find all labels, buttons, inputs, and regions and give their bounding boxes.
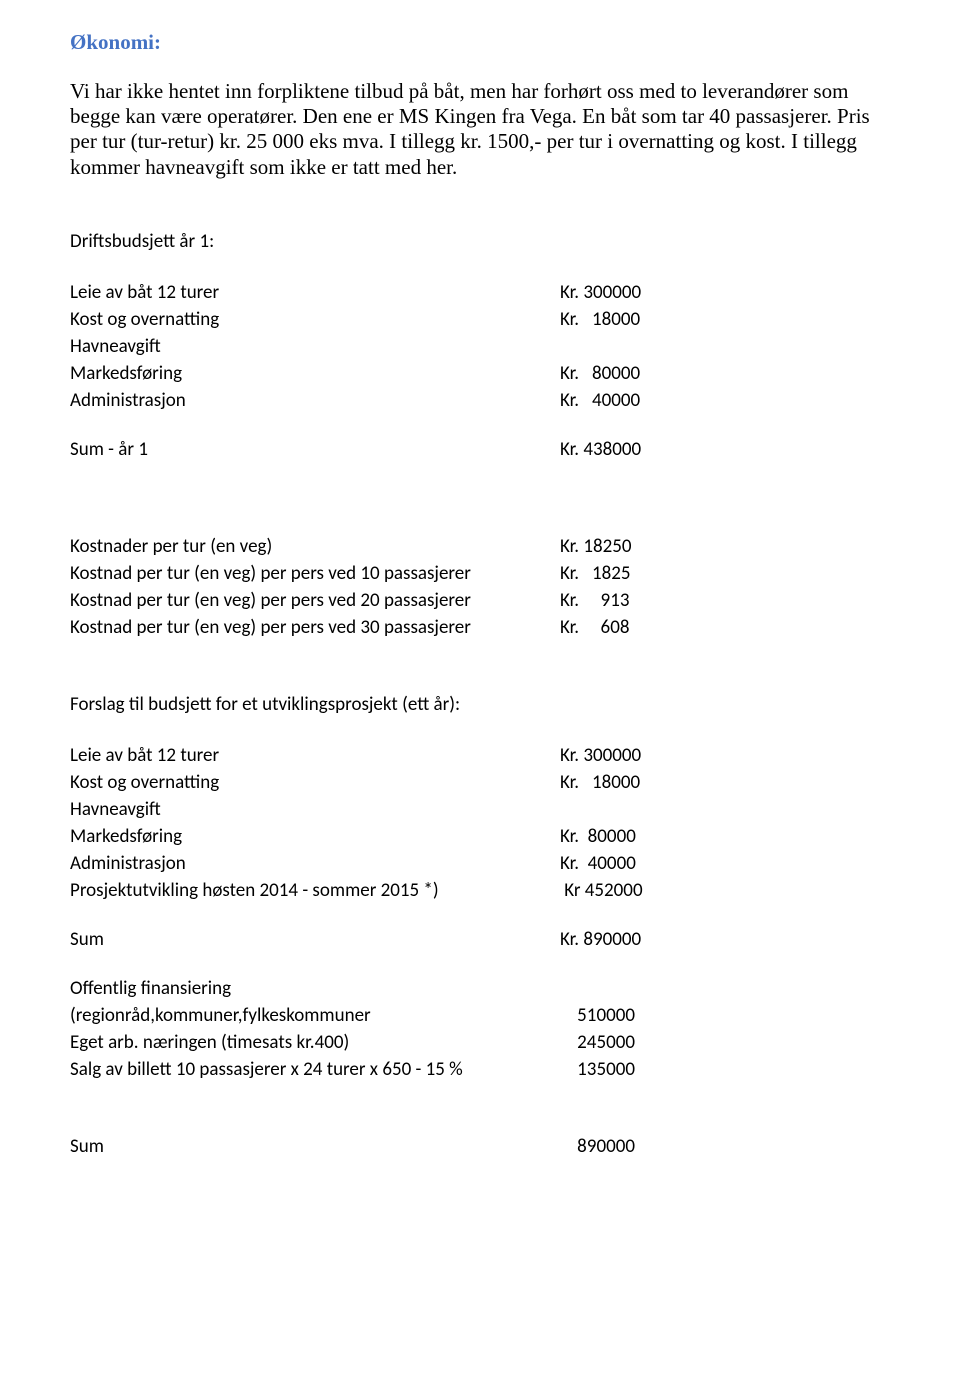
table-row: Offentlig finansiering: [70, 977, 890, 1000]
sum-value: 890000: [560, 1135, 635, 1158]
row-label: Havneavgift: [70, 798, 560, 821]
row-value: Kr. 18250: [560, 535, 632, 558]
sum-value: Kr. 438000: [560, 438, 641, 461]
table-row: Havneavgift: [70, 798, 890, 821]
row-label: Administrasjon: [70, 389, 560, 412]
row-label: (regionråd,kommuner,fylkeskommuner: [70, 1004, 560, 1027]
row-label: Havneavgift: [70, 335, 560, 358]
table-row: Markedsføring Kr. 80000: [70, 362, 890, 385]
table-row: Kostnad per tur (en veg) per pers ved 20…: [70, 589, 890, 612]
page-heading: Økonomi:: [70, 30, 890, 55]
sum-row: Sum Kr. 890000: [70, 928, 890, 951]
row-value: 245000: [560, 1031, 635, 1054]
sum-label: Sum - år 1: [70, 438, 560, 461]
row-label: Eget arb. næringen (timesats kr.400): [70, 1031, 560, 1054]
row-label: Kost og overnatting: [70, 771, 560, 794]
sum-label: Sum: [70, 1135, 560, 1158]
sum-value: Kr. 890000: [560, 928, 641, 951]
table-row: Leie av båt 12 turer Kr. 300000: [70, 281, 890, 304]
table-row: Eget arb. næringen (timesats kr.400) 245…: [70, 1031, 890, 1054]
row-value: Kr. 1825: [560, 562, 631, 585]
row-label: Prosjektutvikling høsten 2014 - sommer 2…: [70, 879, 560, 902]
row-label: Offentlig finansiering: [70, 977, 560, 1000]
table-row: Kostnader per tur (en veg) Kr. 18250: [70, 535, 890, 558]
row-label: Markedsføring: [70, 825, 560, 848]
row-label: Leie av båt 12 turer: [70, 744, 560, 767]
table-row: Markedsføring Kr. 80000: [70, 825, 890, 848]
row-label: Leie av båt 12 turer: [70, 281, 560, 304]
table-row: Kostnad per tur (en veg) per pers ved 10…: [70, 562, 890, 585]
row-value: 135000: [560, 1058, 635, 1081]
row-value: Kr. 300000: [560, 744, 641, 767]
row-label: Kostnad per tur (en veg) per pers ved 20…: [70, 589, 560, 612]
row-value: Kr. 40000: [560, 852, 636, 875]
row-value: 510000: [560, 1004, 635, 1027]
row-value: Kr. 608: [560, 616, 629, 639]
table-row: Kostnad per tur (en veg) per pers ved 30…: [70, 616, 890, 639]
row-value: Kr. 80000: [560, 362, 640, 385]
row-value: Kr. 18000: [560, 771, 640, 794]
row-label: Kostnader per tur (en veg): [70, 535, 560, 558]
table-row: (regionråd,kommuner,fylkeskommuner 51000…: [70, 1004, 890, 1027]
row-label: Markedsføring: [70, 362, 560, 385]
row-value: Kr. 18000: [560, 308, 640, 331]
row-label: Kostnad per tur (en veg) per pers ved 10…: [70, 562, 560, 585]
row-label: Administrasjon: [70, 852, 560, 875]
table-row: Prosjektutvikling høsten 2014 - sommer 2…: [70, 879, 890, 902]
table-row: Kost og overnatting Kr. 18000: [70, 771, 890, 794]
budget1-title: Driftsbudsjett år 1:: [70, 230, 890, 253]
row-label: Salg av billett 10 passasjerer x 24 ture…: [70, 1058, 560, 1081]
table-row: Administrasjon Kr. 40000: [70, 389, 890, 412]
row-label: Kost og overnatting: [70, 308, 560, 331]
table-row: Havneavgift: [70, 335, 890, 358]
sum-row: Sum - år 1 Kr. 438000: [70, 438, 890, 461]
row-value: Kr. 80000: [560, 825, 636, 848]
table-row: Salg av billett 10 passasjerer x 24 ture…: [70, 1058, 890, 1081]
budget2-title: Forslag til budsjett for et utviklingspr…: [70, 693, 890, 716]
table-row: Leie av båt 12 turer Kr. 300000: [70, 744, 890, 767]
intro-paragraph: Vi har ikke hentet inn forpliktene tilbu…: [70, 79, 890, 180]
row-value: Kr. 40000: [560, 389, 640, 412]
row-label: Kostnad per tur (en veg) per pers ved 30…: [70, 616, 560, 639]
row-value: Kr. 300000: [560, 281, 641, 304]
row-value: Kr 452000: [560, 879, 643, 902]
row-value: Kr. 913: [560, 589, 629, 612]
sum-row: Sum 890000: [70, 1135, 890, 1158]
table-row: Kost og overnatting Kr. 18000: [70, 308, 890, 331]
table-row: Administrasjon Kr. 40000: [70, 852, 890, 875]
sum-label: Sum: [70, 928, 560, 951]
